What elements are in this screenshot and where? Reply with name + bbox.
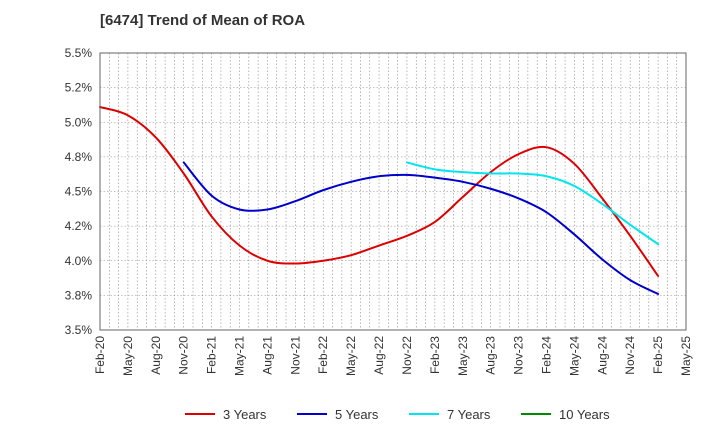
y-tick-label: 4.2% (65, 219, 93, 233)
x-tick-label: May-24 (567, 336, 581, 376)
y-tick-label: 3.5% (65, 323, 93, 337)
y-tick-label: 5.0% (65, 115, 93, 129)
x-tick-label: Aug-21 (260, 336, 274, 375)
x-tick-label: Nov-21 (288, 336, 302, 375)
x-tick-label: Aug-20 (149, 336, 163, 375)
x-tick-label: May-20 (121, 336, 135, 376)
x-tick-label: Aug-24 (595, 336, 609, 375)
y-tick-label: 5.2% (65, 81, 93, 95)
legend-label: 3 Years (223, 407, 267, 422)
y-tick-label: 5.5% (65, 46, 93, 60)
x-tick-label: May-22 (344, 336, 358, 376)
x-tick-label: May-21 (233, 336, 247, 376)
x-tick-label: Feb-21 (205, 336, 219, 374)
y-tick-label: 4.5% (65, 185, 93, 199)
y-tick-label: 4.0% (65, 254, 93, 268)
x-tick-label: Feb-25 (651, 336, 665, 374)
legend-label: 7 Years (447, 407, 491, 422)
series-line-2 (182, 161, 660, 295)
x-tick-label: Nov-22 (400, 336, 414, 375)
legend-label: 10 Years (559, 407, 610, 422)
series-line-1 (99, 106, 660, 277)
x-tick-label: May-25 (679, 336, 693, 376)
plot-border (99, 52, 687, 331)
x-tick-label: Aug-22 (372, 336, 386, 375)
x-tick-label: Aug-23 (484, 336, 498, 375)
x-tick-label: Nov-20 (177, 336, 191, 375)
x-tick-label: Feb-20 (93, 336, 107, 374)
chart-title: [6474] Trend of Mean of ROA (100, 12, 306, 29)
legend: 3 Years 5 Years 7 Years 10 Years (185, 407, 610, 422)
y-tick-label: 3.8% (65, 288, 93, 302)
series-line-3 (405, 161, 660, 246)
x-tick-label: May-23 (456, 336, 470, 376)
x-tick-label: Nov-24 (623, 336, 637, 375)
series-layer (99, 106, 660, 295)
x-tick-label: Feb-24 (539, 336, 553, 374)
axis-layer: 3.5% 3.8% 4.0% 4.2% 4.5% 4.8% 5.0% 5.2% 5.5% Feb-… (65, 46, 693, 376)
x-tick-label: Feb-22 (316, 336, 330, 374)
x-tick-label: Nov-23 (512, 336, 526, 375)
legend-label: 5 Years (335, 407, 379, 422)
y-tick-label: 4.8% (65, 150, 93, 164)
x-tick-label: Feb-23 (428, 336, 442, 374)
